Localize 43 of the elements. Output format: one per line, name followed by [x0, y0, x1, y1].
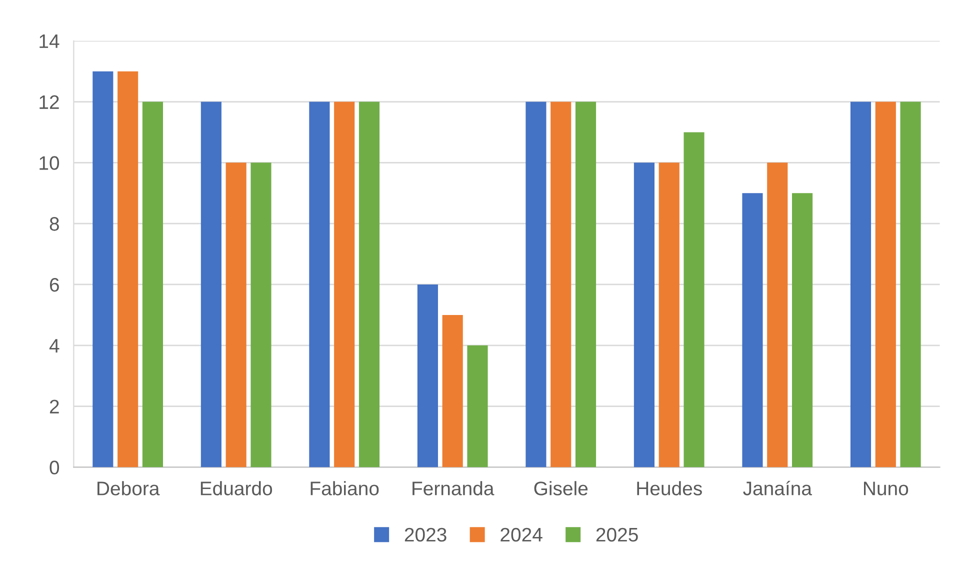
y-tick-label: 8 — [50, 217, 59, 231]
bar — [92, 71, 114, 468]
y-tick-label: 14 — [40, 34, 60, 48]
y-tick-label: 4 — [49, 339, 60, 352]
x-tick-label: Janaína — [743, 480, 812, 496]
x-tick-label: Fernanda — [412, 481, 494, 496]
legend-label: 2023 — [404, 528, 446, 542]
bar — [142, 102, 164, 468]
bar — [200, 102, 222, 468]
bar — [900, 102, 921, 468]
bar — [850, 102, 872, 468]
bar — [467, 345, 488, 468]
x-tick-label: Gisele — [534, 481, 588, 496]
x-tick-label: Eduardo — [200, 481, 272, 496]
y-tick-label: 10 — [40, 156, 60, 170]
bar — [417, 284, 438, 468]
bar — [634, 162, 655, 468]
y-tick-label: 6 — [50, 278, 59, 292]
x-tick-label: Heudes — [637, 481, 702, 496]
bar — [575, 102, 596, 468]
bar — [658, 162, 680, 468]
x-tick-label: Debora — [98, 481, 160, 496]
legend-label: 2025 — [596, 528, 638, 542]
bar — [309, 102, 330, 468]
bar — [334, 102, 355, 468]
legend-label: 2024 — [500, 528, 542, 542]
bar — [742, 193, 763, 468]
bar — [526, 102, 546, 468]
bar — [875, 102, 896, 468]
bar — [442, 314, 463, 468]
y-tick-label: 2 — [50, 400, 59, 414]
bar — [767, 162, 788, 468]
bar — [684, 132, 704, 468]
bar — [550, 102, 572, 468]
bar — [250, 162, 272, 468]
bar — [118, 71, 138, 468]
y-tick-label: 12 — [40, 95, 59, 109]
bar — [792, 193, 813, 468]
y-tick-label: 0 — [50, 460, 60, 474]
bar — [226, 162, 246, 468]
x-tick-label: Nuno — [864, 482, 908, 496]
bar — [358, 102, 380, 468]
x-tick-label: Fabiano — [310, 481, 379, 496]
